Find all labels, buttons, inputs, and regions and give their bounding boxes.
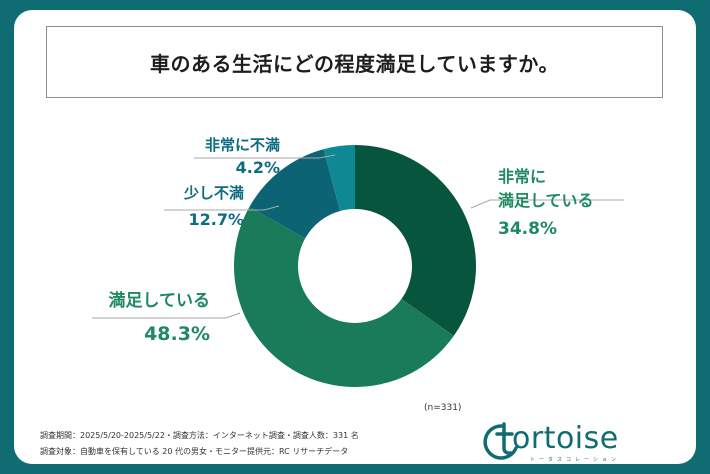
- donut-slice-2: [234, 207, 454, 387]
- slice-label-2-line-1: 満足している: [109, 290, 211, 311]
- tortoise-logo-mark: [483, 422, 518, 460]
- leader-line-1: [470, 199, 624, 209]
- slice-value-1: 34.8%: [498, 219, 557, 239]
- logo-wordmark: ortoise: [512, 421, 619, 456]
- donut-slice-4: [323, 145, 355, 211]
- slice-value-2: 48.3%: [144, 323, 210, 345]
- leader-line-3: [164, 205, 280, 211]
- infographic-card: 車のある生活にどの程度満足していますか。 非常に満足している 34.8% 満足してい…: [14, 10, 696, 464]
- slice-label-4-line-1: 非常に不満: [205, 136, 280, 154]
- leader-line-2: [92, 312, 241, 319]
- title-box: 車のある生活にどの程度満足していますか。: [46, 26, 663, 98]
- slice-value-3: 12.7%: [188, 210, 244, 229]
- slice-label-3-line-1: 少し不満: [183, 184, 244, 202]
- sample-size-note: (n=331): [424, 403, 462, 413]
- survey-info-line-1: 調査期間：2025/5/20-2025/5/22・調査方法：インターネット調査・…: [40, 431, 359, 440]
- tortoise-logo: ortoise トータスコレーション: [482, 420, 678, 464]
- donut-slice-1: [355, 145, 476, 336]
- slice-label-1-line-1: 非常に: [498, 167, 546, 186]
- survey-info-line-2: 調査対象：自動車を保有している 20 代の男女・モニター提供元：RC リサーチデ…: [40, 447, 349, 456]
- donut-slice-3: [249, 149, 341, 239]
- slice-label-1-line-2: 満足している: [498, 191, 594, 210]
- chart-title: 車のある生活にどの程度満足していますか。: [150, 51, 559, 76]
- slice-value-4: 4.2%: [236, 158, 280, 177]
- logo-subtext: トータスコレーション: [530, 457, 620, 463]
- leader-line-4: [194, 154, 336, 159]
